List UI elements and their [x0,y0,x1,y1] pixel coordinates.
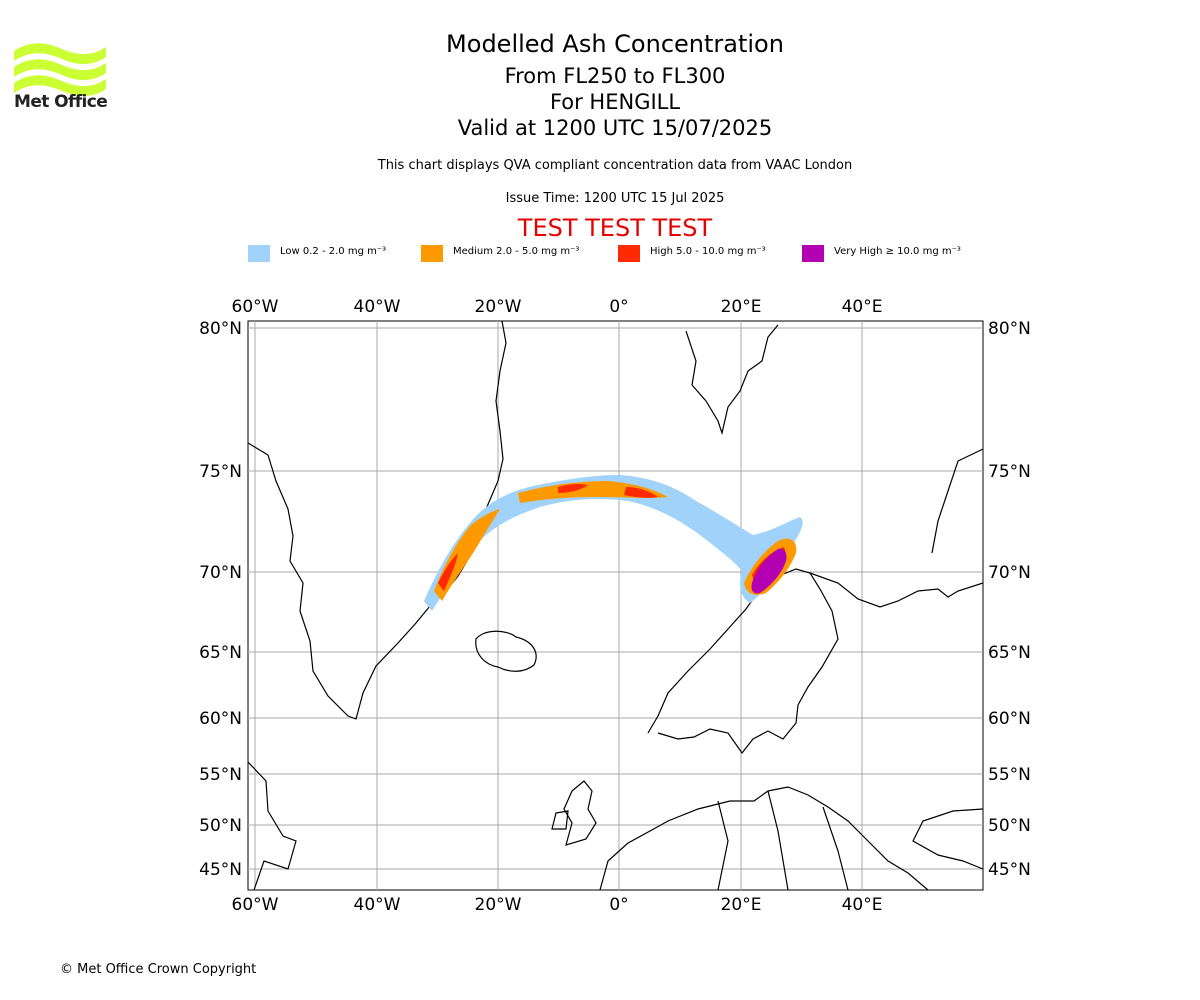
legend-swatch-low [248,245,270,262]
met-office-logo-icon [14,43,106,97]
lat-tick-left-45n: 45°N [199,860,242,880]
lon-tick-top-0: 0° [609,297,628,317]
lat-tick-left-60n: 60°N [199,709,242,729]
legend-swatch-high [618,245,640,262]
lat-tick-right-55n: 55°N [988,765,1031,785]
lon-tick-top-20e: 20°E [721,297,762,317]
lon-tick-bottom-60w: 60°W [232,895,279,915]
map-frame [247,320,984,891]
lat-tick-left-70n: 70°N [199,563,242,583]
flight-level-range: From FL250 to FL300 [504,64,726,88]
lat-tick-left-65n: 65°N [199,643,242,663]
lon-tick-top-40e: 40°E [842,297,883,317]
compliance-note: This chart displays QVA compliant concen… [377,158,853,173]
ash-concentration-map: 60°W 40°W 20°W 0° 20°E 40°E 60°W 40°W 20… [199,297,1031,915]
legend-label-high: High 5.0 - 10.0 mg m⁻³ [650,246,766,257]
coastlines [247,320,984,891]
lat-tick-right-50n: 50°N [988,816,1031,836]
issue-time: Issue Time: 1200 UTC 15 Jul 2025 [505,191,725,206]
legend-swatch-very-high [802,245,824,262]
lat-tick-left-80n: 80°N [199,319,242,339]
bottom-longitude-ticks: 60°W 40°W 20°W 0° 20°E 40°E [232,895,883,915]
lon-tick-bottom-0: 0° [609,895,628,915]
lon-tick-top-60w: 60°W [232,297,279,317]
left-latitude-ticks: 80°N 75°N 70°N 65°N 60°N 55°N 50°N 45°N [199,319,242,880]
legend-swatch-medium [421,245,443,262]
lat-tick-right-65n: 65°N [988,643,1031,663]
volcano-name: For HENGILL [549,90,681,114]
test-banner: TEST TEST TEST [517,214,713,242]
lat-tick-right-45n: 45°N [988,860,1031,880]
legend-label-very-high: Very High ≥ 10.0 mg m⁻³ [834,246,961,257]
lon-tick-bottom-20w: 20°W [475,895,522,915]
lat-tick-left-55n: 55°N [199,765,242,785]
lon-tick-top-40w: 40°W [354,297,401,317]
copyright-notice: © Met Office Crown Copyright [60,962,257,977]
lat-tick-left-75n: 75°N [199,462,242,482]
top-longitude-ticks: 60°W 40°W 20°W 0° 20°E 40°E [232,297,883,317]
legend-label-low: Low 0.2 - 2.0 mg m⁻³ [280,246,387,257]
lon-tick-bottom-40w: 40°W [354,895,401,915]
map-gridlines [248,321,983,890]
lon-tick-bottom-20e: 20°E [721,895,762,915]
lat-tick-right-75n: 75°N [988,462,1031,482]
validity-time: Valid at 1200 UTC 15/07/2025 [457,116,773,140]
ash-plume-low [424,475,803,611]
lat-tick-right-60n: 60°N [988,709,1031,729]
logo-text: Met Office [14,92,108,112]
lon-tick-top-20w: 20°W [475,297,522,317]
chart-title: Modelled Ash Concentration [446,30,784,58]
right-latitude-ticks: 80°N 75°N 70°N 65°N 60°N 55°N 50°N 45°N [988,319,1031,880]
ash-plume-very-high [751,548,787,594]
lat-tick-right-80n: 80°N [988,319,1031,339]
lat-tick-left-50n: 50°N [199,816,242,836]
lon-tick-bottom-40e: 40°E [842,895,883,915]
legend-label-medium: Medium 2.0 - 5.0 mg m⁻³ [453,246,580,257]
lat-tick-right-70n: 70°N [988,563,1031,583]
